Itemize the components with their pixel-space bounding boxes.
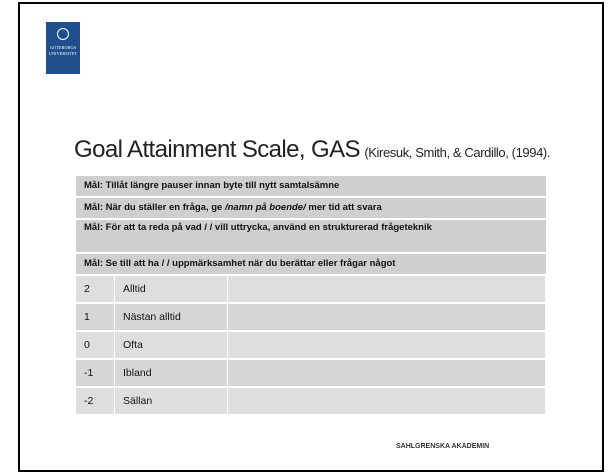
scale-cell [228,388,546,414]
goal: Mål: För att ta reda på vad / / vill utt… [76,220,546,252]
scale-row: 2 Alltid [76,276,546,302]
scale-label: Sällan [115,388,228,414]
scale-row: 0 Ofta [76,332,546,358]
scale-row: -2 Sällan [76,388,546,414]
scale-cell [228,360,546,386]
goal-text: mer tid att svara [305,202,382,213]
scale-score: -2 [76,388,115,414]
scale-label: Ofta [115,332,228,358]
scale-score: 1 [76,304,115,330]
goal-text: Mål: När du ställer en fråga, ge [84,202,225,213]
scale-cell [228,304,546,330]
goal: Mål: När du ställer en fråga, ge /namn p… [76,198,546,218]
logo-text: UNIVERSITET [48,51,78,56]
citation: (Kiresuk, Smith, & Cardillo, (1994). [364,145,551,160]
goal-italic: /namn på boende/ [224,202,306,213]
scale-score: 0 [76,332,115,358]
title-main: Goal Attainment Scale, GAS [74,136,360,163]
slide: {"logo": {"line1": "GÖTEBORGS", "line2":… [18,2,604,472]
title: Goal Attainment Scale, GAS (Kiresuk, Smi… [74,136,550,164]
scale-row: 1 Nästan alltid [76,304,546,330]
scale-label: Alltid [115,276,228,302]
scale-score: -1 [76,360,115,386]
logo-seal [57,28,69,40]
goal: Mål: Se till att ha / / uppmärksamhet nä… [76,254,546,274]
scale-label: Ibland [115,360,228,386]
gas-table: Mål: Tillåt längre pauser innan byte til… [76,174,546,416]
scale-label: Nästan alltid [115,304,228,330]
goal: Mål: Tillåt längre pauser innan byte til… [76,176,546,196]
scale-cell [228,332,546,358]
logo: GÖTEBORGS UNIVERSITET [46,22,80,74]
footer: SAHLGRENSKA AKADEMIN [396,443,490,450]
logo-text: GÖTEBORGS [49,45,77,50]
scale-cell [228,276,546,302]
scale-score: 2 [76,276,115,302]
scale-row: -1 Ibland [76,360,546,386]
